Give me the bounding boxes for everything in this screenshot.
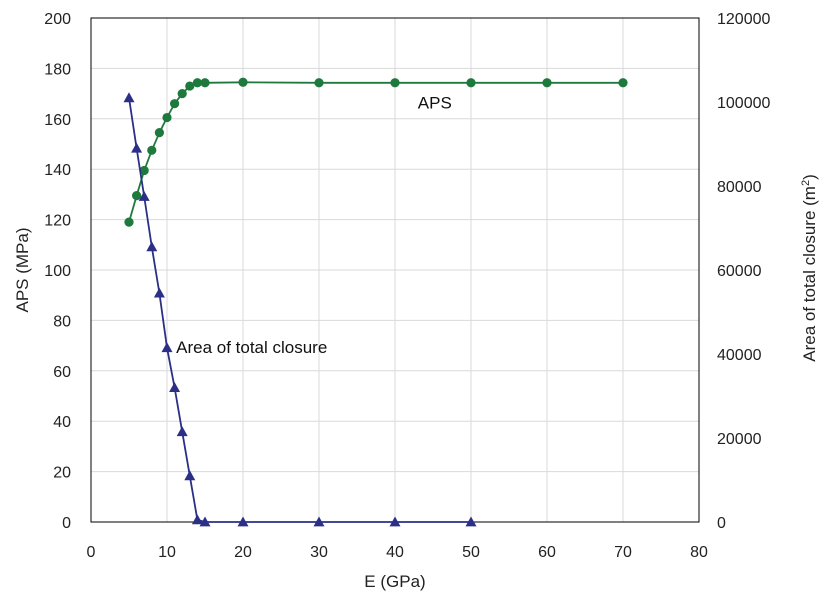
series-aps — [124, 77, 628, 227]
data-point — [162, 112, 172, 123]
data-point — [314, 78, 324, 88]
data-point — [139, 165, 149, 176]
data-point — [153, 287, 165, 298]
data-point — [146, 241, 158, 252]
data-point — [185, 81, 195, 91]
data-point — [154, 128, 164, 138]
series-line-area-of-total-closure — [128, 97, 471, 523]
y-left-tick-label: 20 — [53, 465, 71, 482]
y-left-tick-label: 160 — [44, 112, 71, 129]
y-right-tick-label: 80000 — [717, 179, 762, 196]
x-tick-label: 40 — [386, 544, 404, 561]
gridlines — [91, 18, 699, 522]
y-left-tick-label: 100 — [44, 263, 71, 280]
data-point — [131, 142, 143, 153]
x-tick-label: 70 — [614, 544, 632, 561]
data-point — [192, 78, 202, 88]
series-line-aps — [128, 81, 623, 223]
data-point — [176, 426, 188, 437]
data-point — [199, 516, 211, 527]
y-axis-right-label: Area of total closure (m2) — [800, 174, 819, 362]
data-point — [465, 516, 477, 527]
data-point — [618, 78, 628, 88]
x-tick-label: 10 — [158, 544, 176, 561]
data-point — [313, 516, 325, 527]
data-point — [237, 516, 249, 527]
y-axis-right-label-sup: 2 — [800, 180, 812, 186]
data-point — [389, 516, 401, 527]
data-point — [124, 217, 134, 227]
y-axis-left-label: APS (MPa) — [13, 227, 32, 312]
y-left-tick-label: 0 — [62, 515, 71, 532]
data-point — [200, 78, 210, 88]
y-axis-right-label-end: ) — [800, 174, 819, 180]
y-left-tick-label: 140 — [44, 162, 71, 179]
data-point — [138, 191, 150, 201]
data-point — [132, 191, 142, 201]
series-layer — [123, 77, 628, 527]
data-point — [542, 78, 552, 88]
data-point — [161, 342, 173, 353]
x-tick-label: 0 — [87, 544, 96, 561]
y-left-tick-label: 40 — [53, 414, 71, 431]
series-area-of-total-closure — [123, 92, 477, 527]
x-tick-label: 50 — [462, 544, 480, 561]
data-point — [123, 92, 135, 103]
data-point — [147, 145, 157, 155]
data-point — [466, 78, 476, 88]
data-point — [238, 77, 248, 87]
data-point — [170, 99, 180, 109]
data-point — [177, 89, 187, 99]
x-tick-label: 80 — [690, 544, 708, 561]
y-right-tick-label: 20000 — [717, 431, 762, 448]
y-right-tick-label: 40000 — [717, 347, 762, 364]
tick-labels: 0 10 20 30 40 50 60 70 80 0 20 40 60 80 100 120 140 160 18… — [44, 11, 770, 561]
y-right-tick-label: 60000 — [717, 263, 762, 280]
data-point — [191, 514, 203, 525]
y-right-tick-label: 120000 — [717, 11, 770, 28]
y-left-tick-label: 120 — [44, 213, 71, 230]
annotation-area-of-total-closure: Area of total closure — [176, 338, 327, 357]
data-point — [390, 78, 400, 88]
x-tick-label: 30 — [310, 544, 328, 561]
y-axis-right-label-main: Area of total closure (m — [800, 186, 819, 362]
data-point — [184, 470, 196, 481]
x-tick-label: 60 — [538, 544, 556, 561]
annotation-aps: APS — [418, 94, 452, 113]
data-point — [169, 382, 181, 392]
y-right-tick-label: 0 — [717, 515, 726, 532]
x-axis-label: E (GPa) — [364, 572, 425, 591]
y-left-tick-label: 60 — [53, 364, 71, 381]
y-right-tick-label: 100000 — [717, 95, 770, 112]
x-tick-label: 20 — [234, 544, 252, 561]
y-left-tick-label: 180 — [44, 61, 71, 78]
y-left-tick-label: 200 — [44, 11, 71, 28]
y-left-tick-label: 80 — [53, 313, 71, 330]
